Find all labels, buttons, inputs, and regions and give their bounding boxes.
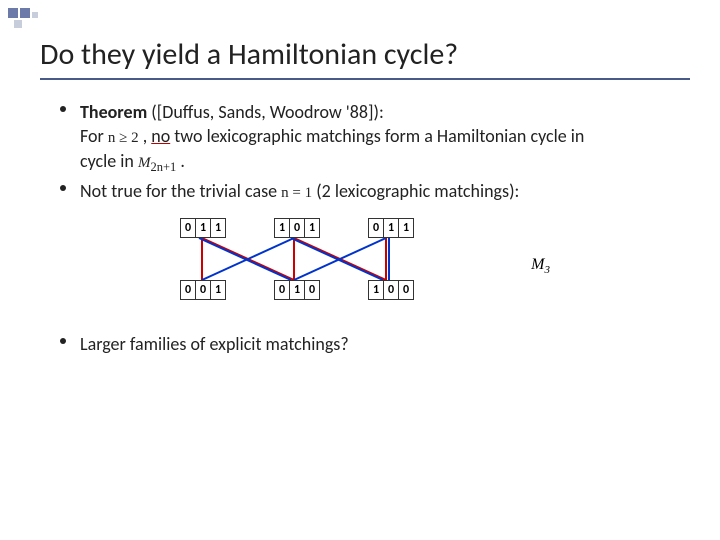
node-cell: 1 — [399, 219, 413, 237]
slide-title: Do they yield a Hamiltonian cycle? — [40, 36, 680, 73]
graph-node: 101 — [274, 218, 320, 238]
graph-node: 100 — [368, 280, 414, 300]
node-cell: 1 — [369, 281, 384, 299]
bullet-larger-families: Larger families of explicit matchings? — [60, 332, 680, 356]
node-cell: 0 — [275, 281, 290, 299]
node-cell: 1 — [305, 219, 319, 237]
theorem-for: For — [80, 125, 108, 147]
theorem-end: . — [180, 150, 185, 172]
node-cell: 1 — [196, 219, 211, 237]
bullet-dot-icon — [60, 106, 66, 112]
node-cell: 0 — [290, 219, 305, 237]
node-cell: 0 — [369, 219, 384, 237]
graph-node: 011 — [180, 218, 226, 238]
bullet-dot-icon — [60, 338, 66, 344]
node-cell: 0 — [305, 281, 319, 299]
formula-n-eq-1: n = 1 — [281, 185, 312, 201]
content-area: Theorem ([Duffus, Sands, Woodrow '88]): … — [60, 100, 680, 360]
formula-m2n1: M2n+1 — [138, 155, 176, 171]
not-true-text2: (2 lexicographic matchings): — [316, 180, 519, 202]
bullet-dot-icon — [60, 185, 66, 191]
node-cell: 1 — [290, 281, 305, 299]
top-node-row: 011101011 — [180, 218, 414, 238]
node-cell: 0 — [181, 281, 196, 299]
not-true-text1: Not true for the trivial case — [80, 180, 281, 202]
graph-node: 011 — [368, 218, 414, 238]
graph-node: 001 — [180, 280, 226, 300]
node-cell: 1 — [211, 281, 225, 299]
node-cell: 0 — [399, 281, 413, 299]
bullet-theorem: Theorem ([Duffus, Sands, Woodrow '88]): … — [60, 100, 680, 175]
node-cell: 0 — [181, 219, 196, 237]
theorem-label: Theorem — [80, 101, 147, 123]
theorem-mid2: two lexicographic matchings form a Hamil… — [174, 125, 584, 147]
theorem-cyclein: cycle in — [80, 150, 138, 172]
title-underline — [40, 78, 690, 80]
graph-node: 010 — [274, 280, 320, 300]
node-cell: 1 — [275, 219, 290, 237]
node-cell: 1 — [211, 219, 225, 237]
theorem-no: no — [151, 125, 170, 147]
corner-decoration — [8, 8, 48, 38]
larger-families-text: Larger families of explicit matchings? — [80, 333, 349, 355]
theorem-mid1: , — [143, 125, 152, 147]
bottom-node-row: 001010100 — [180, 280, 414, 300]
formula-n-geq-2: n ≥ 2 — [108, 130, 139, 146]
theorem-cite: ([Duffus, Sands, Woodrow '88]): — [147, 101, 384, 123]
node-cell: 0 — [196, 281, 211, 299]
bullet-not-true: Not true for the trivial case n = 1 (2 l… — [60, 179, 680, 203]
node-cell: 1 — [384, 219, 399, 237]
node-cell: 0 — [384, 281, 399, 299]
graph-edges — [180, 218, 500, 318]
bipartite-graph: 011101011 001010100 M3 — [180, 218, 500, 318]
graph-label-m3: M3 — [531, 256, 550, 276]
